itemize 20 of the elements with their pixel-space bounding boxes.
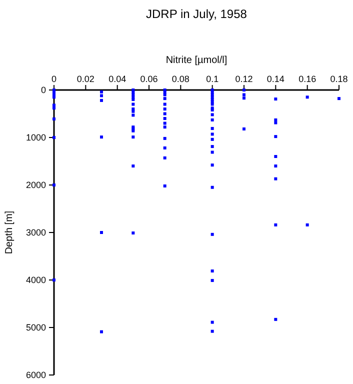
x-tick-label: 0.06 <box>140 74 158 84</box>
y-tick-label: 0 <box>40 85 46 95</box>
y-tick-label: 2000 <box>26 180 46 190</box>
chart-title: JDRP in July, 1958 <box>146 7 248 21</box>
y-tick-label: 4000 <box>26 275 46 285</box>
x-tick-label: 0.16 <box>298 74 316 84</box>
x-tick-label: 0.08 <box>172 74 190 84</box>
x-tick-label: 0 <box>51 74 57 84</box>
x-tick-label: 0.14 <box>266 74 284 84</box>
y-tick-label: 5000 <box>26 322 46 332</box>
y-axis-title: Depth [m] <box>4 210 15 254</box>
x-tick-label: 0.12 <box>235 74 253 84</box>
x-axis-title: Nitrite [µmol/l] <box>166 55 228 66</box>
x-tick-label: 0.02 <box>76 74 94 84</box>
x-tick-label: 0.1 <box>206 74 219 84</box>
y-tick-label: 3000 <box>26 228 46 238</box>
x-tick-label: 0.18 <box>330 74 348 84</box>
x-tick-label: 0.04 <box>108 74 126 84</box>
y-tick-label: 1000 <box>26 132 46 142</box>
y-tick-label: 6000 <box>26 370 46 380</box>
